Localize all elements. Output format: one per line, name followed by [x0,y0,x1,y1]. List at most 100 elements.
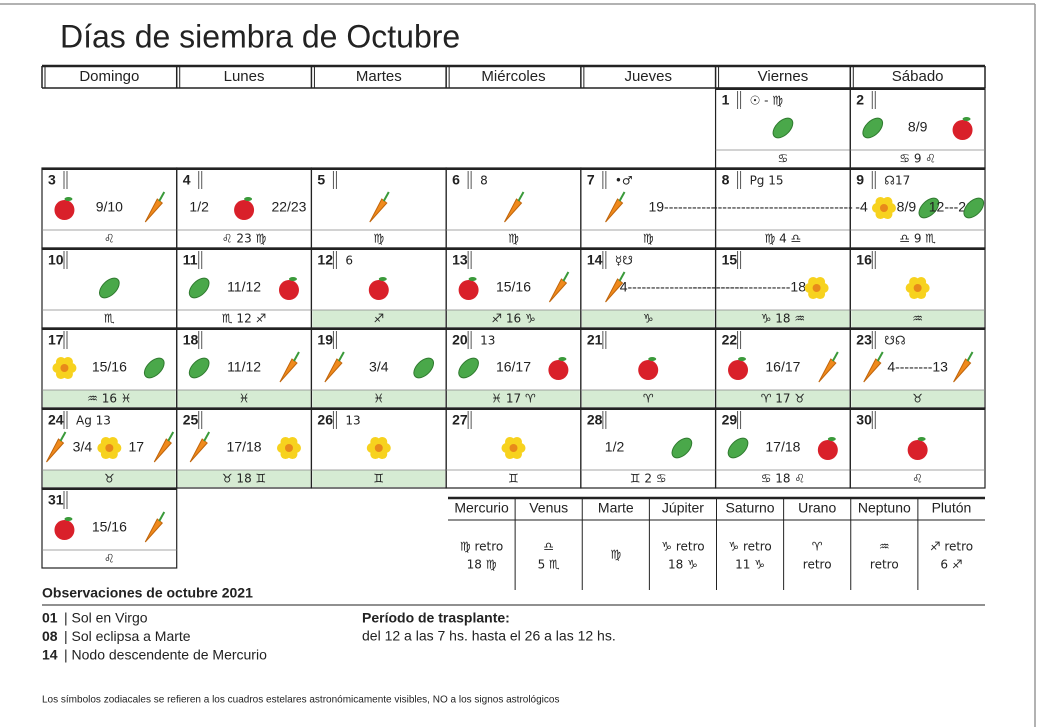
obs-text: | Sol eclipsa a Marte [64,628,191,644]
day-number: 2 [856,92,864,108]
zodiac: ♉ 18 ♊ [222,472,266,486]
carrot-icon [605,198,624,223]
day-cell: 12 6 ♐ [310,247,447,329]
day-number: 23 [856,332,872,348]
planet-name: Saturno [726,500,775,516]
zodiac: ♊ [508,472,519,486]
zodiac: ♍ [643,232,654,246]
page-title: Días de siembra de Octubre [60,18,460,54]
day-number: 8 [722,172,730,188]
planet-info: 5 ♏ [538,558,560,572]
day-note: ☉ - ♍ [750,94,783,108]
day-number: 27 [452,412,468,428]
zodiac: ♋ [778,152,789,166]
planet-info: ♒ [879,540,890,554]
flower-center [913,284,922,292]
day-text: 9/10 [96,199,123,215]
apple-leaf [648,357,657,361]
obs-num: 08 [42,628,58,644]
obs-text: | Nodo descendente de Mercurio [64,647,267,663]
day-number: 4 [183,172,191,188]
day-text: 11/12 [227,359,261,375]
day-note: ☊17 [884,174,910,188]
day-cell: 11 11/12 ♏ 12 ♐ [176,247,313,329]
day-text: 8/9 [908,119,928,135]
day-text: 11/12 [227,279,261,295]
transplant-title: Período de trasplante: [362,610,510,626]
day-cell: 22 16/17 ♈ 17 ♉ [714,327,851,409]
day-number: 31 [48,492,64,508]
day-note: ☿☋ [615,254,633,268]
zodiac: ♓ [373,392,384,406]
apple-leaf [827,437,836,441]
day-cell: 24 Ag 13 3/4 17 ♉ [41,407,178,489]
zodiac: ♍ [373,232,384,246]
transplant-text: del 12 a las 7 hs. hasta el 26 a las 12 … [362,628,616,644]
apple-icon [368,280,389,300]
day-text: 16/17 [765,359,800,375]
planet-name: Neptuno [858,500,911,516]
carrot-icon [953,358,972,383]
planet-info: retro [870,558,899,572]
leaf-icon [143,357,165,379]
planet-name: Júpiter [662,500,704,516]
day-text: -4 [855,199,868,215]
day-number: 19 [317,332,333,348]
zodiac: ♏ 12 ♐ [222,312,266,326]
planet-info: 6 ♐ [940,558,962,572]
planet-info: retro [803,558,832,572]
planet-info: ♍ retro [460,540,503,554]
day-number: 18 [183,332,199,348]
leaf-icon [963,197,985,219]
day-text: 12---21 [929,199,974,215]
day-cell: 1 ☉ - ♍ ♋ [714,87,851,169]
day-note: •♂ [615,174,633,188]
highlight-strip [312,310,446,327]
planet-info: 18 ♑ [668,558,698,572]
day-number: 25 [183,412,199,428]
zodiac: ♉ [912,392,923,406]
carrot-icon [504,198,523,223]
zodiac: ♐ [373,312,384,326]
carrot-icon [369,198,388,223]
day-note: 13 [345,414,360,428]
day-number: 14 [587,252,603,268]
apple-leaf [738,357,747,361]
planet-info: ♈ [812,540,823,554]
day-number: 29 [722,412,738,428]
day-text: 16/17 [496,359,531,375]
planet-name: Urano [798,500,836,516]
planet-info: ♐ retro [930,540,973,554]
day-text: 3/4 [369,359,389,375]
carrot-top [158,191,166,202]
carrot-icon [548,278,568,303]
zodiac: ♑ [643,312,654,326]
day-cell: 6 8 ♍ [445,167,582,249]
zodiac: ♒ [912,312,923,326]
carrot-top [966,351,974,362]
apple-icon [54,200,75,220]
zodiac: ♉ [104,472,115,486]
zodiac: ♌ [912,472,923,486]
highlight-strip [851,310,984,327]
highlight-strip [312,470,446,487]
carrot-top [59,431,67,442]
apple-icon [638,360,659,380]
day-note: ☋☊ [884,334,905,348]
apple-leaf [244,197,253,201]
highlight-strip [177,470,311,487]
apple-leaf [378,277,387,281]
day-note: 13 [480,334,495,348]
apple-leaf [468,277,477,281]
highlight-strip [716,390,850,407]
day-cell: 16 ♒ [849,247,986,329]
flower-center [60,364,69,372]
planet-info: ♑ retro [661,540,704,554]
day-cell: 30 ♌ [849,407,986,489]
zodiac: ♈ 17 ♉ [761,392,805,406]
zodiac: ♎ 9 ♏ [899,232,936,246]
carrot-top [158,511,166,522]
carrot-icon [324,358,343,383]
day-cell: 3 9/10 ♌ [41,167,178,249]
